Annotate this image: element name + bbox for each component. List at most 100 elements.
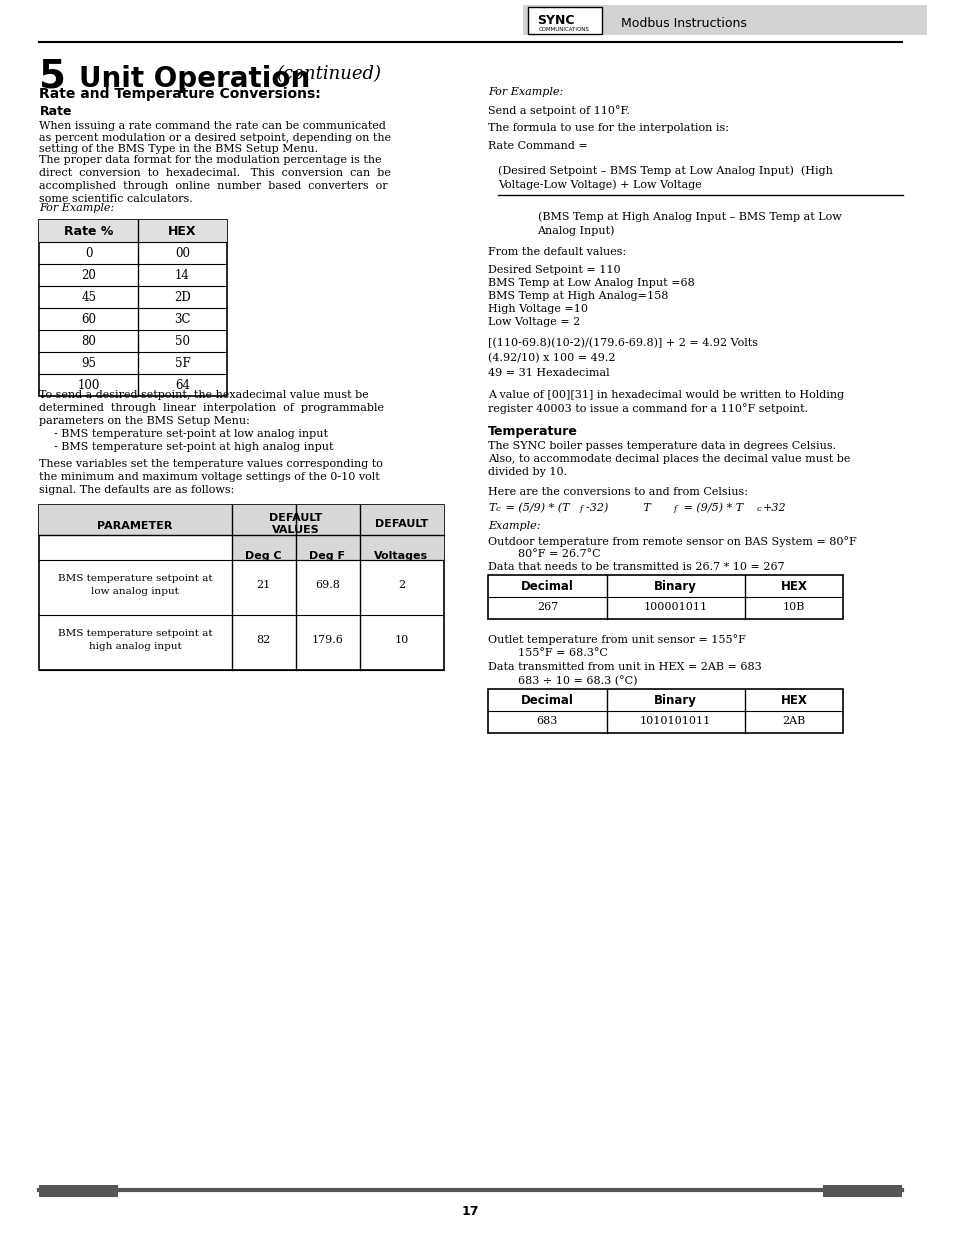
Text: 0: 0 [85,247,92,261]
Text: Voltage-Low Voltage) + Low Voltage: Voltage-Low Voltage) + Low Voltage [497,179,701,189]
FancyBboxPatch shape [232,535,443,559]
FancyBboxPatch shape [527,7,601,35]
Text: When issuing a rate command the rate can be communicated
as percent modulation o: When issuing a rate command the rate can… [39,121,391,154]
Text: 60: 60 [81,312,96,326]
Text: Modbus Instructions: Modbus Instructions [620,17,746,30]
Text: Analog Input): Analog Input) [537,225,615,236]
Text: 100: 100 [77,379,100,391]
Text: BMS temperature setpoint at: BMS temperature setpoint at [58,574,213,583]
Text: = (5/9) * (T: = (5/9) * (T [501,503,569,514]
Text: Here are the conversions to and from Celsius:: Here are the conversions to and from Cel… [488,487,747,496]
Text: 179.6: 179.6 [312,635,343,645]
Text: 00: 00 [174,247,190,261]
FancyBboxPatch shape [39,505,443,671]
Text: 95: 95 [81,357,96,370]
Text: For Example:: For Example: [39,203,114,212]
Text: 20: 20 [81,269,96,282]
Text: Binary: Binary [654,580,697,593]
Text: HEX: HEX [168,225,196,238]
Text: 2: 2 [397,580,405,590]
Text: c: c [756,505,760,513]
Text: 5: 5 [39,57,67,95]
Text: 683 ÷ 10 = 68.3 (°C): 683 ÷ 10 = 68.3 (°C) [517,676,637,687]
Text: 45: 45 [81,291,96,304]
Text: Deg C: Deg C [245,551,281,561]
Text: 10B: 10B [782,601,804,613]
Text: For Example:: For Example: [488,86,563,98]
Text: 683: 683 [537,716,558,726]
Text: DEFAULT: DEFAULT [269,513,322,522]
Text: Also, to accommodate decimal places the decimal value must be: Also, to accommodate decimal places the … [488,454,850,464]
FancyBboxPatch shape [522,5,926,35]
Text: COMMUNICATIONS: COMMUNICATIONS [538,27,589,32]
Text: Temperature: Temperature [488,425,578,438]
Text: f: f [579,505,582,513]
Text: BMS temperature setpoint at: BMS temperature setpoint at [58,629,213,638]
Text: Data that needs to be transmitted is 26.7 * 10 = 267: Data that needs to be transmitted is 26.… [488,562,784,572]
Text: [(110-69.8)(10-2)/(179.6-69.8)] + 2 = 4.92 Volts: [(110-69.8)(10-2)/(179.6-69.8)] + 2 = 4.… [488,338,758,348]
Text: Rate and Temperature Conversions:: Rate and Temperature Conversions: [39,86,321,101]
FancyBboxPatch shape [39,220,227,396]
Text: c: c [495,505,499,513]
FancyBboxPatch shape [39,505,443,535]
Text: DEFAULT: DEFAULT [375,519,428,529]
Text: low analog input: low analog input [91,587,179,597]
Text: BMS Temp at High Analog=158: BMS Temp at High Analog=158 [488,291,668,301]
FancyBboxPatch shape [488,576,842,597]
Text: 80°F = 26.7°C: 80°F = 26.7°C [517,550,599,559]
Text: 10: 10 [394,635,408,645]
Text: 155°F = 68.3°C: 155°F = 68.3°C [517,648,607,658]
Text: (Desired Setpoint – BMS Temp at Low Analog Input)  (High: (Desired Setpoint – BMS Temp at Low Anal… [497,165,832,175]
Text: SYNC: SYNC [537,14,575,27]
Text: (4.92/10) x 100 = 49.2: (4.92/10) x 100 = 49.2 [488,353,615,363]
Text: -32)          T: -32) T [585,503,650,514]
FancyBboxPatch shape [39,1186,118,1197]
Text: 80: 80 [81,335,96,348]
Text: The SYNC boiler passes temperature data in degrees Celsius.: The SYNC boiler passes temperature data … [488,441,836,451]
FancyBboxPatch shape [39,220,227,242]
FancyBboxPatch shape [488,689,842,734]
FancyBboxPatch shape [39,220,227,242]
Text: 69.8: 69.8 [314,580,339,590]
Text: the minimum and maximum voltage settings of the 0-10 volt: the minimum and maximum voltage settings… [39,472,380,482]
Text: determined  through  linear  interpolation  of  programmable: determined through linear interpolation … [39,403,384,412]
Text: 2D: 2D [173,291,191,304]
Text: 21: 21 [256,580,271,590]
Text: Outlet temperature from unit sensor = 155°F: Outlet temperature from unit sensor = 15… [488,634,745,645]
Text: HEX: HEX [780,694,806,706]
Text: From the default values:: From the default values: [488,247,626,257]
Text: f: f [673,505,676,513]
Text: Rate: Rate [39,105,71,119]
Text: register 40003 to issue a command for a 110°F setpoint.: register 40003 to issue a command for a … [488,403,807,414]
Text: 1010101011: 1010101011 [639,716,711,726]
Text: divided by 10.: divided by 10. [488,467,567,477]
Text: 64: 64 [174,379,190,391]
Text: Decimal: Decimal [520,694,574,706]
Text: signal. The defaults are as follows:: signal. The defaults are as follows: [39,485,234,495]
Text: VALUES: VALUES [272,525,319,535]
Text: Rate %: Rate % [64,225,113,238]
Text: The proper data format for the modulation percentage is the: The proper data format for the modulatio… [39,156,382,165]
Text: 17: 17 [461,1205,478,1218]
Text: High Voltage =10: High Voltage =10 [488,304,588,314]
Text: some scientific calculators.: some scientific calculators. [39,194,193,204]
Text: T: T [488,503,496,513]
Text: (continued): (continued) [275,65,381,83]
Text: 82: 82 [256,635,271,645]
Text: 50: 50 [174,335,190,348]
Text: Decimal: Decimal [520,580,574,593]
Text: accomplished  through  online  number  based  converters  or: accomplished through online number based… [39,182,388,191]
Text: Unit Operation: Unit Operation [79,65,310,93]
Text: (BMS Temp at High Analog Input – BMS Temp at Low: (BMS Temp at High Analog Input – BMS Tem… [537,211,841,221]
Text: Low Voltage = 2: Low Voltage = 2 [488,317,579,327]
Text: BMS Temp at Low Analog Input =68: BMS Temp at Low Analog Input =68 [488,278,695,288]
Text: high analog input: high analog input [89,642,181,651]
FancyBboxPatch shape [488,576,842,619]
Text: +32: +32 [761,503,785,513]
Text: The formula to use for the interpolation is:: The formula to use for the interpolation… [488,124,728,133]
Text: = (9/5) * T: = (9/5) * T [679,503,742,514]
Text: Outdoor temperature from remote sensor on BAS System = 80°F: Outdoor temperature from remote sensor o… [488,536,856,547]
Text: Desired Setpoint = 110: Desired Setpoint = 110 [488,266,620,275]
Text: Data transmitted from unit in HEX = 2AB = 683: Data transmitted from unit in HEX = 2AB … [488,662,761,672]
Text: A value of [00][31] in hexadecimal would be written to Holding: A value of [00][31] in hexadecimal would… [488,390,843,400]
